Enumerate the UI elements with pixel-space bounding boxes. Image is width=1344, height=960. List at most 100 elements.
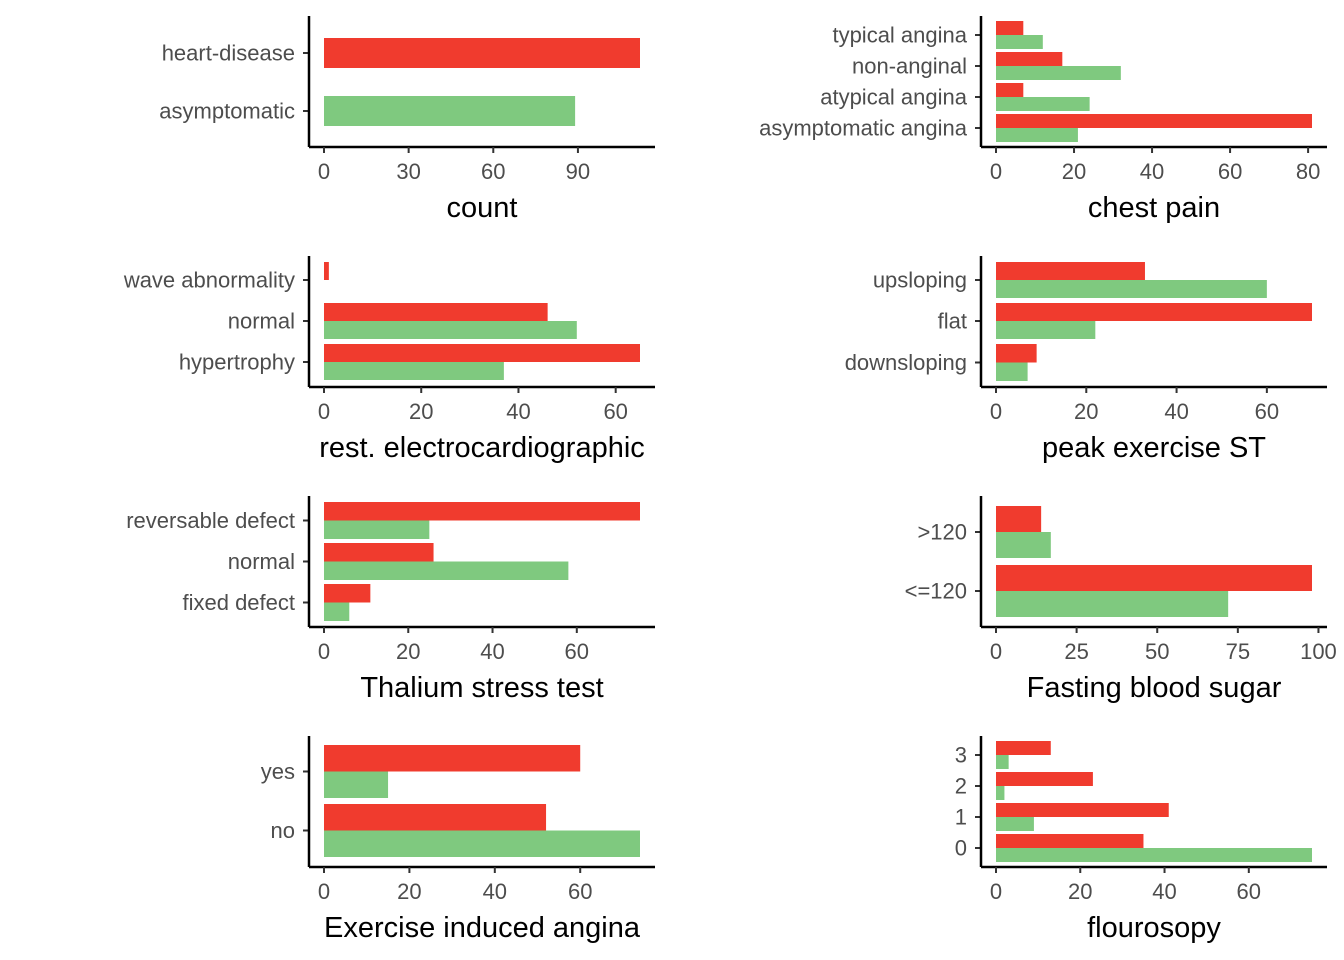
bar-flourosopy-3-1 [996, 848, 1312, 862]
bar-fasting-blood-sugar-0-0 [996, 506, 1042, 532]
xtick-label-chest-pain-2: 40 [1140, 159, 1164, 184]
xtick-label-rest-ecg-1: 20 [409, 399, 433, 424]
bar-chest-pain-2-0 [996, 83, 1024, 97]
bar-peak-exercise-st-1-0 [996, 303, 1312, 321]
ytick-label-exercise-angina-1: no [271, 818, 295, 843]
ytick-label-rest-ecg-1: normal [228, 309, 295, 334]
xlabel-thalium: Thalium stress test [360, 672, 603, 704]
bar-rest-ecg-2-0 [324, 344, 640, 362]
bar-thalium-1-1 [324, 561, 569, 580]
ytick-label-thalium-1: normal [228, 549, 295, 574]
xtick-label-thalium-1: 20 [396, 639, 420, 664]
panel-rest-ecg: wave abnormality normal hypertrophy 0 20 40 60… [123, 256, 655, 464]
bar-chest-pain-0-0 [996, 21, 1024, 35]
xtick-label-peak-exercise-st-1: 20 [1074, 399, 1098, 424]
panel-flourosopy: 3 2 1 00 20 40 60 flourosopy [955, 736, 1327, 944]
bar-rest-ecg-2-1 [324, 362, 504, 380]
xtick-label-thalium-3: 60 [565, 639, 589, 664]
bar-chest-pain-3-0 [996, 114, 1312, 128]
xlabel-fasting-blood-sugar: Fasting blood sugar [1027, 672, 1282, 704]
xlabel-peak-exercise-st: peak exercise ST [1042, 432, 1266, 464]
panel-chest-pain: typical angina non-anginal atypical angina… [759, 16, 1327, 224]
xtick-label-exercise-angina-2: 40 [483, 879, 507, 904]
ytick-label-peak-exercise-st-1: flat [938, 309, 967, 334]
bar-peak-exercise-st-0-1 [996, 280, 1267, 298]
ytick-label-flourosopy-1: 2 [955, 774, 967, 799]
bar-rest-ecg-1-0 [324, 303, 548, 321]
bar-rest-ecg-1-1 [324, 321, 577, 339]
ytick-label-count-1: asymptomatic [159, 99, 295, 124]
xtick-label-exercise-angina-3: 60 [568, 879, 592, 904]
xtick-label-flourosopy-3: 60 [1237, 879, 1261, 904]
ytick-label-chest-pain-2: atypical angina [820, 85, 968, 110]
bar-flourosopy-2-1 [996, 817, 1034, 831]
xtick-label-thalium-2: 40 [480, 639, 504, 664]
bar-fasting-blood-sugar-0-1 [996, 532, 1051, 558]
xtick-label-count-3: 90 [566, 159, 590, 184]
bar-flourosopy-2-0 [996, 803, 1169, 817]
bar-fasting-blood-sugar-1-1 [996, 591, 1229, 617]
panel-fasting-blood-sugar: >120 <=120 0 25 50 75 100 Fasting blood sugar [905, 496, 1337, 704]
ytick-label-flourosopy-0: 3 [955, 743, 967, 768]
bar-chest-pain-3-1 [996, 128, 1078, 142]
bar-flourosopy-1-0 [996, 772, 1093, 786]
ytick-label-rest-ecg-2: hypertrophy [179, 350, 295, 375]
bar-exercise-angina-1-0 [324, 804, 547, 831]
ytick-label-exercise-angina-0: yes [261, 759, 295, 784]
bar-peak-exercise-st-0-0 [996, 262, 1145, 280]
ytick-label-fasting-blood-sugar-1: <=120 [905, 579, 967, 604]
panel-exercise-angina: yes no 0 20 40 60 Exercise induced angina [261, 736, 655, 944]
xtick-label-fasting-blood-sugar-3: 75 [1226, 639, 1250, 664]
xtick-label-fasting-blood-sugar-4: 100 [1300, 639, 1337, 664]
bar-exercise-angina-0-0 [324, 745, 581, 772]
bar-flourosopy-0-1 [996, 755, 1009, 769]
xtick-label-fasting-blood-sugar-0: 0 [990, 639, 1002, 664]
panel-count: heart-disease asymptomatic 0 30 60 90 count [159, 16, 655, 224]
ytick-label-thalium-2: fixed defect [182, 590, 295, 615]
bar-flourosopy-1-1 [996, 786, 1005, 800]
bar-thalium-2-1 [324, 602, 350, 621]
xtick-label-peak-exercise-st-3: 60 [1255, 399, 1279, 424]
bar-count-0-0 [324, 38, 640, 68]
bar-peak-exercise-st-2-1 [996, 362, 1028, 381]
xtick-label-exercise-angina-0: 0 [318, 879, 330, 904]
ytick-label-rest-ecg-0: wave abnormality [123, 268, 295, 293]
bar-thalium-0-0 [324, 502, 640, 521]
ytick-label-flourosopy-3: 0 [955, 836, 967, 861]
xlabel-exercise-angina: Exercise induced angina [324, 912, 641, 944]
xtick-label-peak-exercise-st-0: 0 [990, 399, 1002, 424]
bar-flourosopy-3-0 [996, 834, 1144, 848]
xtick-label-chest-pain-0: 0 [990, 159, 1002, 184]
ytick-label-peak-exercise-st-2: downsloping [845, 350, 967, 375]
panel-peak-exercise-st: upsloping flat downsloping 0 20 40 60 peak exer… [845, 256, 1327, 464]
xtick-label-rest-ecg-2: 40 [506, 399, 530, 424]
bar-thalium-0-1 [324, 520, 430, 539]
bar-flourosopy-0-0 [996, 741, 1051, 755]
xlabel-chest-pain: chest pain [1088, 192, 1220, 224]
xtick-label-fasting-blood-sugar-2: 50 [1145, 639, 1169, 664]
xtick-label-count-0: 0 [318, 159, 330, 184]
ytick-label-chest-pain-1: non-anginal [852, 54, 967, 79]
bar-chest-pain-2-1 [996, 97, 1090, 111]
xtick-label-thalium-0: 0 [318, 639, 330, 664]
xtick-label-exercise-angina-1: 20 [397, 879, 421, 904]
xtick-label-peak-exercise-st-2: 40 [1164, 399, 1188, 424]
bar-exercise-angina-1-1 [324, 830, 640, 857]
bar-thalium-1-0 [324, 543, 434, 562]
bar-fasting-blood-sugar-1-0 [996, 565, 1312, 591]
bar-thalium-2-0 [324, 584, 371, 603]
ytick-label-chest-pain-0: typical angina [832, 23, 967, 48]
ytick-label-flourosopy-2: 1 [955, 805, 967, 830]
ytick-label-fasting-blood-sugar-0: >120 [917, 520, 967, 545]
xtick-label-flourosopy-1: 20 [1068, 879, 1092, 904]
xtick-label-chest-pain-4: 80 [1296, 159, 1320, 184]
panel-thalium: reversable defect normal fixed defect 0 20 40… [126, 496, 655, 704]
xlabel-count: count [447, 192, 518, 224]
bar-peak-exercise-st-1-1 [996, 321, 1096, 339]
xtick-label-count-1: 30 [396, 159, 420, 184]
xtick-label-flourosopy-2: 40 [1152, 879, 1176, 904]
xlabel-rest-ecg: rest. electrocardiographic [319, 432, 645, 464]
bar-exercise-angina-0-1 [324, 771, 389, 798]
xtick-label-flourosopy-0: 0 [990, 879, 1002, 904]
